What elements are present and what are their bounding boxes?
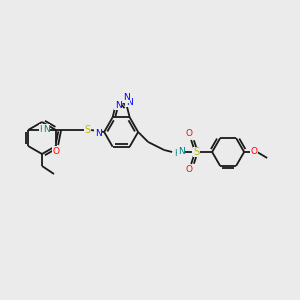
Text: N: N	[126, 98, 133, 107]
Text: N: N	[95, 130, 101, 139]
Text: N: N	[115, 101, 122, 110]
Text: O: O	[186, 130, 193, 139]
Text: N: N	[178, 148, 184, 157]
Text: H: H	[39, 124, 45, 134]
Text: S: S	[193, 147, 199, 157]
Text: H: H	[174, 148, 180, 158]
Text: O: O	[250, 148, 258, 157]
Text: S: S	[84, 125, 90, 135]
Text: N: N	[43, 124, 50, 134]
Text: O: O	[186, 166, 193, 175]
Text: O: O	[52, 146, 60, 155]
Text: N: N	[123, 93, 130, 102]
